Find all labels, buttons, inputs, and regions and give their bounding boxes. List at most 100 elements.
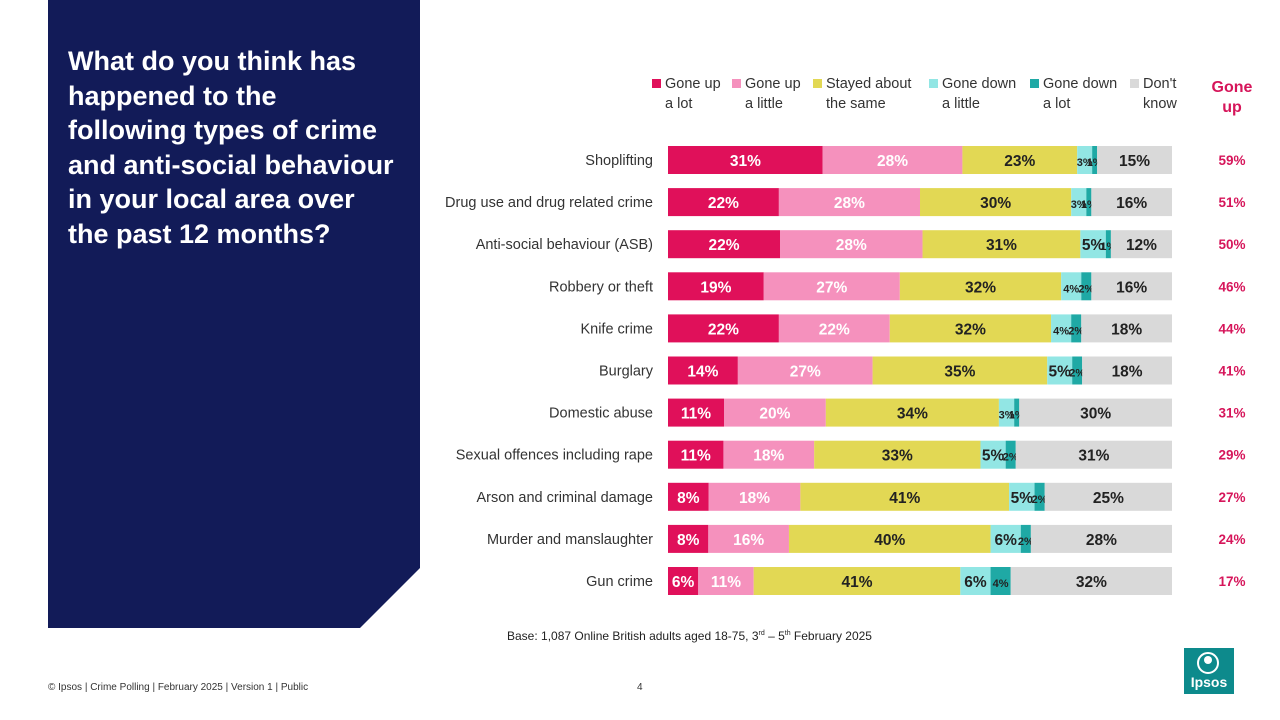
- bar-segment: [1105, 230, 1111, 259]
- legend-swatch: [652, 79, 661, 88]
- gone-up-total: 41%: [1218, 364, 1245, 379]
- data-label: 31%: [730, 153, 761, 170]
- legend-item-gone-down-a-lot: Gone down a lot: [1030, 74, 1143, 114]
- bar-segment: [668, 314, 779, 343]
- legend-label-line1: Gone up: [745, 76, 801, 92]
- data-label: 33%: [882, 448, 913, 465]
- data-label: 27%: [816, 279, 847, 296]
- data-label: 32%: [965, 279, 996, 296]
- data-label: 14%: [687, 364, 718, 381]
- data-label: 6%: [994, 532, 1017, 549]
- data-label: 2%: [1068, 325, 1084, 337]
- base-note-suffix: February 2025: [790, 629, 872, 643]
- data-label: 40%: [874, 532, 905, 549]
- data-label: 4%: [1063, 283, 1079, 295]
- data-label: 28%: [1086, 532, 1117, 549]
- bar-segment: [1034, 482, 1045, 511]
- data-label: 25%: [1093, 490, 1124, 507]
- gone-up-total: 24%: [1218, 532, 1245, 547]
- bar-segment: [1030, 524, 1172, 553]
- bar-segment: [1015, 440, 1172, 469]
- gone-up-total: 29%: [1218, 448, 1245, 463]
- legend-label-line1: Don't: [1143, 76, 1177, 92]
- data-label: 19%: [700, 279, 731, 296]
- data-label: 31%: [1078, 448, 1109, 465]
- gone-up-total: 46%: [1218, 279, 1245, 294]
- bar-segment: [737, 356, 873, 385]
- base-note-sup-rd: rd: [758, 630, 765, 637]
- bar-segment: [668, 398, 724, 427]
- data-label: 23%: [1004, 153, 1035, 170]
- legend-swatch: [732, 79, 741, 88]
- legend-swatch: [1130, 79, 1139, 88]
- data-label: 5%: [1011, 490, 1034, 507]
- bar-segment: [1091, 272, 1172, 301]
- data-label: 2%: [1069, 368, 1085, 380]
- data-label: 12%: [1126, 237, 1157, 254]
- category-label: Arson and criminal damage: [476, 490, 653, 506]
- bar-segment: [1005, 440, 1016, 469]
- legend-item-gone-up-a-little: Gone up a little: [732, 74, 845, 114]
- data-label: 5%: [1049, 364, 1072, 381]
- page-number: 4: [637, 682, 643, 693]
- bar-segment: [668, 524, 709, 553]
- category-label: Knife crime: [580, 321, 653, 337]
- gone-up-total: 44%: [1218, 321, 1245, 336]
- base-note: Base: 1,087 Online British adults aged 1…: [507, 629, 872, 643]
- data-label: 5%: [982, 448, 1005, 465]
- bar-segment: [990, 567, 1011, 595]
- bar-segment: [960, 567, 991, 595]
- data-label: 3%: [999, 410, 1015, 422]
- footer-text: © Ipsos | Crime Polling | February 2025 …: [48, 682, 309, 693]
- data-label: 2%: [1018, 536, 1034, 548]
- bar-segment: [922, 230, 1081, 259]
- data-label: 11%: [711, 574, 741, 591]
- data-label: 22%: [708, 195, 739, 212]
- bar-segment: [1110, 230, 1172, 259]
- legend-label-line2: a little: [745, 96, 783, 112]
- bar-segment: [800, 482, 1010, 511]
- data-label: 34%: [897, 406, 928, 423]
- category-label: Anti-social behaviour (ASB): [476, 237, 653, 253]
- data-label: 32%: [955, 321, 986, 338]
- title-panel: What do you think has happened to the fo…: [48, 0, 420, 628]
- bar-segment: [1051, 314, 1072, 343]
- category-label: Shoplifting: [585, 153, 653, 169]
- legend-label-line2: a lot: [1043, 96, 1071, 112]
- legend-swatch: [813, 79, 822, 88]
- legend-item-stayed-the-same: Stayed about the same: [813, 74, 926, 114]
- data-label: 41%: [841, 574, 872, 591]
- data-label: 32%: [1076, 574, 1107, 591]
- bar-segment: [753, 567, 961, 595]
- legend-label-line2: the same: [826, 96, 886, 112]
- legend-label-line1: Stayed about: [826, 76, 912, 92]
- data-label: 30%: [980, 195, 1011, 212]
- category-label: Burglary: [599, 364, 654, 380]
- bar-segment: [788, 524, 991, 553]
- bar-segment: [1091, 188, 1172, 217]
- data-label: 6%: [672, 574, 695, 591]
- data-label: 18%: [739, 490, 770, 507]
- data-label: 8%: [677, 490, 700, 507]
- bar-segment: [962, 146, 1078, 174]
- legend-item-dont-know: Don't know: [1130, 74, 1243, 114]
- bar-segment: [1077, 146, 1093, 174]
- data-label: 2%: [1078, 283, 1094, 295]
- bar-segment: [814, 440, 981, 469]
- bar-segment: [1082, 356, 1172, 385]
- data-label: 4%: [993, 578, 1009, 590]
- bar-segment: [1044, 482, 1172, 511]
- bar-segment: [1092, 146, 1098, 174]
- legend-label-line1: Gone up: [665, 76, 721, 92]
- ipsos-logo: Ipsos: [1184, 648, 1234, 694]
- bar-segment: [1080, 230, 1106, 259]
- gone-up-total: 27%: [1218, 490, 1245, 505]
- gone-up-total: 31%: [1218, 406, 1245, 421]
- bar-segment: [708, 524, 789, 553]
- data-label: 6%: [964, 574, 987, 591]
- data-label: 18%: [753, 448, 784, 465]
- legend-swatch: [929, 79, 938, 88]
- data-label: 28%: [836, 237, 867, 254]
- bar-segment: [1071, 314, 1082, 343]
- bar-segment: [920, 188, 1072, 217]
